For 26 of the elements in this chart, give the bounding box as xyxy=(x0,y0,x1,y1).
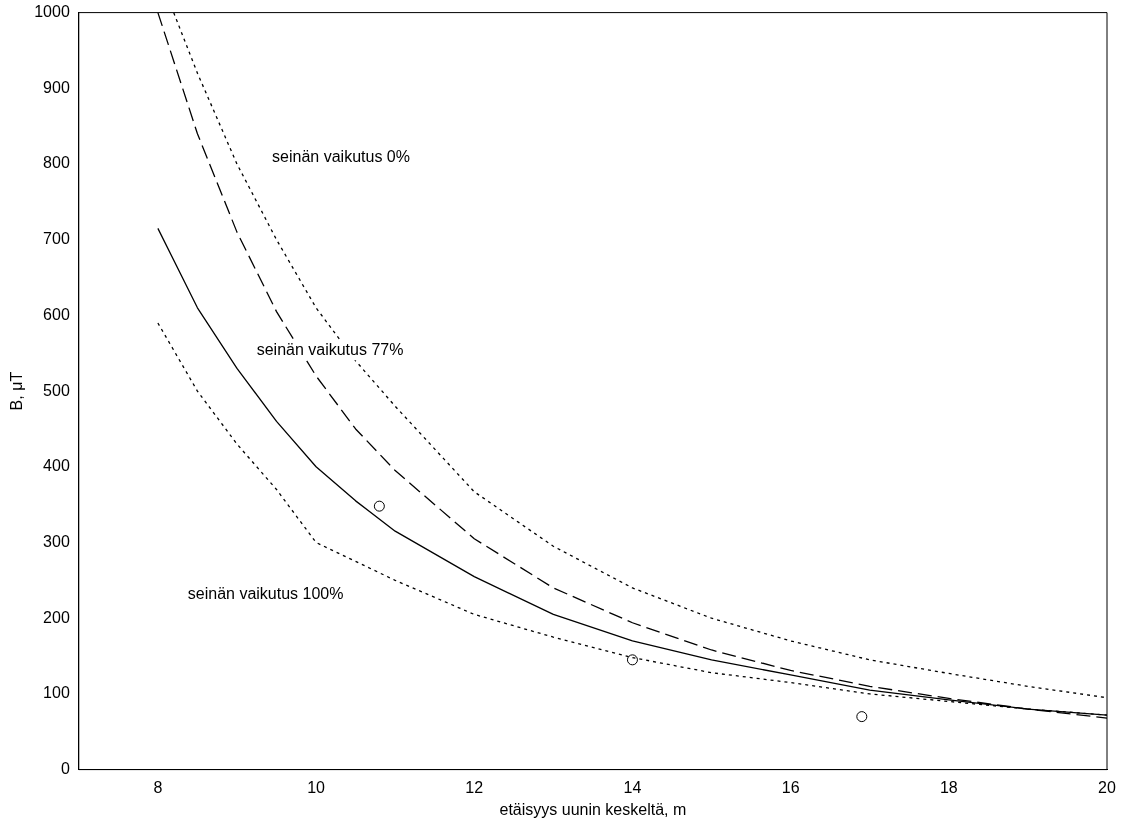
y-tick-label: 300 xyxy=(43,532,70,550)
point xyxy=(856,711,868,723)
y-tick-label: 0 xyxy=(60,760,70,778)
x-tick-label: 12 xyxy=(465,778,484,796)
y-tick-label: 600 xyxy=(43,305,70,323)
x-tick-label: 14 xyxy=(623,778,642,796)
x-tick-label: 10 xyxy=(307,778,326,796)
y-tick-label: 100 xyxy=(43,684,70,702)
y-axis-title: B, μT xyxy=(8,371,26,411)
x-tick-label: 20 xyxy=(1098,778,1116,796)
y-tick-label: 200 xyxy=(43,608,70,626)
x-tick-label: 8 xyxy=(153,778,163,796)
y-tick-label: 500 xyxy=(43,381,70,399)
point xyxy=(626,654,638,666)
y-tick-label: 900 xyxy=(43,78,70,96)
y-tick-label: 700 xyxy=(43,230,70,248)
annotation: seinän vaikutus 100% xyxy=(187,585,344,603)
point xyxy=(373,500,385,512)
annotation: seinän vaikutus 77% xyxy=(256,340,404,358)
y-tick-label: 800 xyxy=(43,154,70,172)
x-tick-label: 16 xyxy=(781,778,800,796)
x-tick-label: 18 xyxy=(939,778,958,796)
x-axis-title: etäisyys uunin keskeltä, m xyxy=(499,800,687,818)
y-tick-label: 400 xyxy=(43,457,70,475)
annotation: seinän vaikutus 0% xyxy=(272,147,410,165)
y-tick-label: 1000 xyxy=(34,3,70,21)
